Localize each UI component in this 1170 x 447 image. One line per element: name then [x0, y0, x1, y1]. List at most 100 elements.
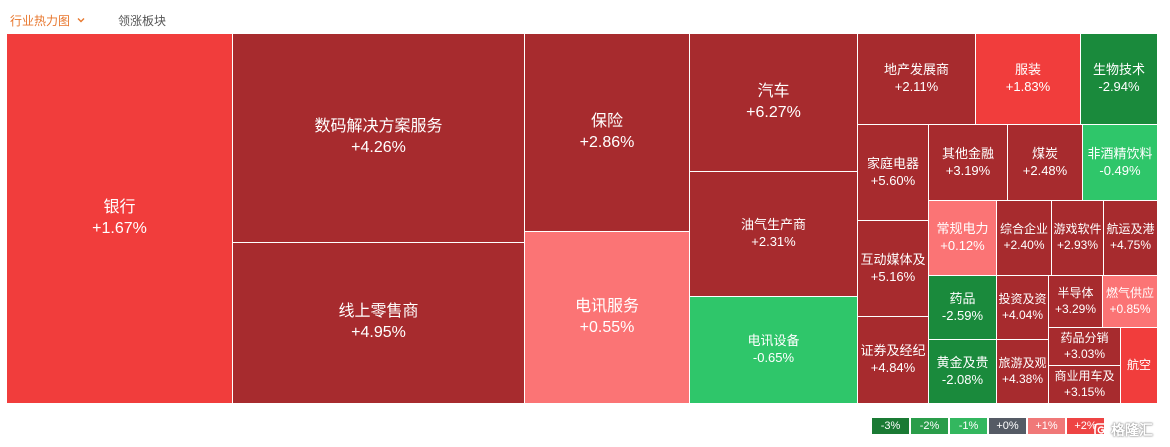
legend-item: +1% [1028, 418, 1067, 434]
tile-change: +5.16% [870, 268, 916, 284]
heatmap-tile[interactable]: 服装 +1.83% [976, 34, 1081, 125]
logo-icon [1094, 423, 1108, 437]
legend-item: +0% [989, 418, 1028, 434]
tile-name: 半导体 [1057, 285, 1094, 300]
tab-industry-heatmap-label: 行业热力图 [10, 13, 71, 28]
heatmap-tile[interactable]: 电讯服务 +0.55% [525, 232, 690, 404]
tile-change: +1.83% [1005, 79, 1051, 94]
heatmap-tile[interactable]: 银行 +1.67% [7, 34, 233, 404]
tile-change: +4.38% [1001, 371, 1044, 386]
tile-change: +3.15% [1063, 384, 1106, 399]
tab-bar: 行业热力图 领涨板块 [10, 10, 166, 30]
heatmap-tile[interactable]: 游戏软件 +2.93% [1052, 201, 1104, 276]
watermark: 格隆汇 [1094, 420, 1153, 440]
heatmap-tile[interactable]: 数码解决方案服务 +4.26% [233, 34, 525, 243]
tile-name: 银行 [103, 198, 136, 216]
heatmap-tile[interactable]: 燃气供应 +0.85% [1103, 276, 1158, 328]
color-legend: -3% -2% -1% +0% +1% +2% [872, 418, 1106, 434]
tile-name: 游戏软件 [1053, 222, 1102, 237]
tile-name: 非酒精饮料 [1087, 145, 1153, 161]
tile-change: -0.49% [1099, 162, 1141, 178]
tile-change: +4.75% [1109, 238, 1152, 252]
tile-name: 保险 [590, 112, 623, 130]
tile-name: 互动媒体及 [860, 251, 926, 267]
legend-item: +2% [1067, 418, 1106, 434]
tile-change: +2.48% [1022, 162, 1068, 178]
tile-change: -2.08% [941, 371, 984, 387]
heatmap-tile[interactable]: 半导体 +3.29% [1049, 276, 1103, 328]
tile-name: 油气生产商 [740, 217, 806, 233]
tile-name: 线上零售商 [338, 303, 419, 321]
heatmap-tile[interactable]: 非酒精饮料 -0.49% [1083, 125, 1158, 201]
heatmap-tile[interactable]: 电讯设备 -0.65% [690, 297, 858, 404]
tile-change: +4.84% [870, 360, 916, 375]
heatmap-tile[interactable]: 旅游及观 +4.38% [997, 340, 1049, 404]
heatmap-tile[interactable]: 综合企业 +2.40% [997, 201, 1052, 276]
tile-name: 汽车 [757, 82, 790, 100]
tile-name: 地产发展商 [883, 62, 949, 78]
tab-leading-sectors[interactable]: 领涨板块 [118, 13, 167, 28]
tile-name: 煤炭 [1031, 145, 1058, 161]
watermark-text: 格隆汇 [1111, 422, 1153, 438]
heatmap-tile[interactable]: 投资及资 +4.04% [997, 276, 1049, 340]
tile-name: 药品分销 [1060, 330, 1109, 345]
chevron-down-icon[interactable] [76, 15, 86, 25]
tile-name: 生物技术 [1092, 62, 1145, 78]
tile-change: +2.11% [894, 79, 939, 94]
heatmap-tile[interactable]: 药品分销 +3.03% [1049, 328, 1121, 366]
tile-name: 电讯服务 [574, 297, 639, 315]
tile-name: 数码解决方案服务 [314, 118, 443, 136]
heatmap-tile[interactable]: 线上零售商 +4.95% [233, 243, 525, 404]
tile-change: +2.86% [579, 133, 635, 151]
heatmap-tile[interactable]: 药品 -2.59% [929, 276, 997, 340]
heatmap-tile[interactable]: 油气生产商 +2.31% [690, 172, 858, 297]
heatmap-tile[interactable]: 航运及港 +4.75% [1104, 201, 1158, 276]
tile-name: 航空 [1126, 357, 1151, 372]
tab-industry-heatmap[interactable]: 行业热力图 [10, 12, 86, 29]
heatmap-tile[interactable]: 互动媒体及 +5.16% [858, 221, 929, 317]
heatmap-tile[interactable]: 其他金融 +3.19% [929, 125, 1008, 201]
tile-change: +3.03% [1063, 346, 1106, 361]
tile-name: 服装 [1014, 62, 1041, 78]
heatmap-tile[interactable]: 生物技术 -2.94% [1081, 34, 1158, 125]
legend-item: -3% [872, 418, 911, 434]
tile-name: 证券及经纪 [860, 343, 926, 359]
tile-change: +6.27% [746, 103, 801, 121]
tile-change: +4.04% [1001, 307, 1044, 322]
heatmap-tile[interactable]: 保险 +2.86% [525, 34, 690, 232]
tile-change: +0.55% [579, 318, 635, 336]
tile-name: 其他金融 [941, 145, 994, 161]
tile-change: +4.95% [351, 324, 406, 341]
heatmap-tile[interactable]: 煤炭 +2.48% [1008, 125, 1083, 201]
tile-name: 航运及港 [1106, 222, 1155, 237]
heatmap-tile[interactable]: 汽车 +6.27% [690, 34, 858, 172]
tile-change: +2.93% [1056, 238, 1099, 252]
heatmap-tile[interactable]: 商业用车及 +3.15% [1049, 366, 1121, 404]
heatmap-tile[interactable]: 家庭电器 +5.60% [858, 125, 929, 221]
heatmap-tile[interactable]: 地产发展商 +2.11% [858, 34, 976, 125]
legend-item: -1% [950, 418, 989, 434]
tile-name: 投资及资 [998, 291, 1047, 306]
tile-change: +3.29% [1054, 301, 1097, 316]
tile-change: +5.60% [870, 172, 916, 188]
tile-name: 燃气供应 [1105, 285, 1154, 300]
tile-name: 黄金及贵 [936, 354, 989, 370]
tile-change: +3.19% [945, 162, 991, 178]
heatmap-tile[interactable]: 常规电力 +0.12% [929, 201, 997, 276]
heatmap-tile[interactable]: 黄金及贵 -2.08% [929, 340, 997, 404]
tile-name: 电讯设备 [747, 333, 800, 349]
legend-item: -2% [911, 418, 950, 434]
tile-change: -0.65% [752, 350, 795, 365]
tile-change: +4.26% [351, 139, 406, 156]
tile-name: 家庭电器 [866, 155, 919, 171]
tile-change: -2.94% [1098, 79, 1140, 94]
heatmap-tile[interactable]: 证券及经纪 +4.84% [858, 317, 929, 404]
tile-change: +0.12% [940, 238, 985, 253]
heatmap-tile[interactable]: 航空 [1121, 328, 1158, 404]
tile-change: +2.31% [751, 234, 796, 249]
tile-name: 常规电力 [936, 221, 989, 237]
tile-name: 药品 [949, 290, 976, 306]
tile-name: 旅游及观 [998, 355, 1047, 370]
tile-change: +1.67% [92, 219, 147, 237]
